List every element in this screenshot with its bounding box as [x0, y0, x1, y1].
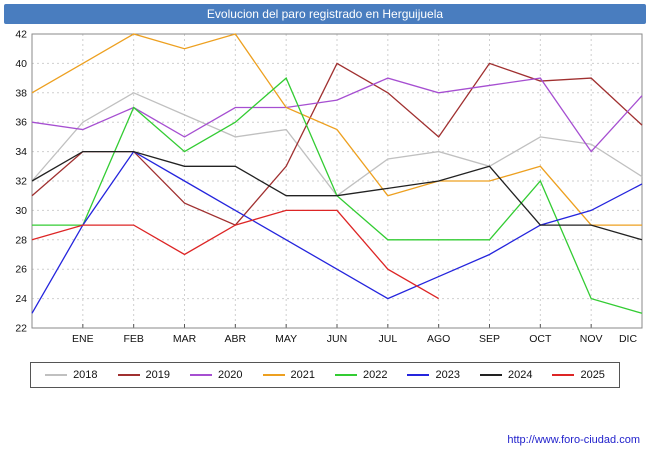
legend-swatch-2025 — [552, 374, 575, 376]
y-tick-label: 30 — [15, 205, 27, 217]
legend-label-2024: 2024 — [507, 369, 533, 381]
y-tick-label: 40 — [15, 58, 27, 70]
line-chart: 22 24 26 28 30 32 34 36 38 40 42 ENE FEB MAR ABR MAY JUN… — [15, 29, 643, 345]
legend-item-2018: 2018 — [45, 369, 98, 381]
chart-page: Evolucion del paro registrado en Herguij… — [0, 4, 650, 454]
legend-swatch-2024 — [479, 374, 502, 376]
x-tick-label: DIC — [619, 333, 638, 345]
chart-legend: 2018 2019 2020 2021 2022 2023 2024 2025 — [30, 362, 620, 388]
x-tick-label: SEP — [479, 333, 500, 345]
x-tick-label: MAR — [173, 333, 197, 345]
y-tick-label: 24 — [15, 293, 27, 305]
legend-swatch-2022 — [335, 374, 357, 376]
y-tick-label: 38 — [15, 87, 27, 99]
footer-link[interactable]: http://www.foro-ciudad.com — [507, 434, 640, 446]
legend-swatch-2019 — [117, 374, 140, 376]
y-tick-label: 42 — [15, 29, 27, 41]
series-line-2024 — [31, 150, 643, 241]
legend-label-2021: 2021 — [290, 369, 315, 381]
legend-label-2020: 2020 — [218, 369, 243, 381]
y-tick-label: 26 — [15, 264, 27, 276]
y-tick-label: 22 — [15, 323, 27, 335]
x-tick-label: ABR — [225, 333, 247, 345]
chart-title: Evolucion del paro registrado en Herguij… — [4, 4, 646, 24]
x-tick-label: ENE — [72, 333, 94, 345]
legend-swatch-2018 — [45, 374, 68, 376]
series-line-2025 — [31, 209, 439, 300]
legend-swatch-2023 — [407, 374, 430, 376]
x-tick-label: MAY — [275, 333, 297, 345]
x-tick-label: OCT — [529, 333, 552, 345]
x-tick-label: AGO — [427, 333, 450, 345]
x-tick-label: JUL — [378, 333, 397, 345]
legend-label-2019: 2019 — [145, 369, 171, 381]
x-tick-label: NOV — [580, 333, 603, 345]
legend-label-2025: 2025 — [580, 369, 605, 381]
y-tick-label: 28 — [15, 234, 27, 246]
legend-item-2025: 2025 — [552, 369, 605, 381]
legend-item-2022: 2022 — [335, 369, 387, 381]
legend-item-2019: 2019 — [117, 369, 171, 381]
y-tick-label: 36 — [15, 117, 27, 129]
legend-item-2024: 2024 — [479, 369, 533, 381]
legend-swatch-2020 — [190, 374, 213, 376]
legend-swatch-2021 — [262, 374, 285, 376]
x-tick-label: JUN — [327, 333, 347, 345]
legend-item-2021: 2021 — [262, 369, 315, 381]
legend-label-2023: 2023 — [435, 369, 460, 381]
legend-label-2018: 2018 — [73, 369, 98, 381]
series-line-2021 — [31, 33, 642, 226]
x-tick-label: FEB — [123, 333, 143, 345]
y-tick-label: 34 — [15, 146, 27, 158]
y-tick-label: 32 — [15, 176, 27, 188]
legend-label-2022: 2022 — [363, 369, 388, 381]
legend-item-2023: 2023 — [407, 369, 460, 381]
legend-item-2020: 2020 — [190, 369, 243, 381]
